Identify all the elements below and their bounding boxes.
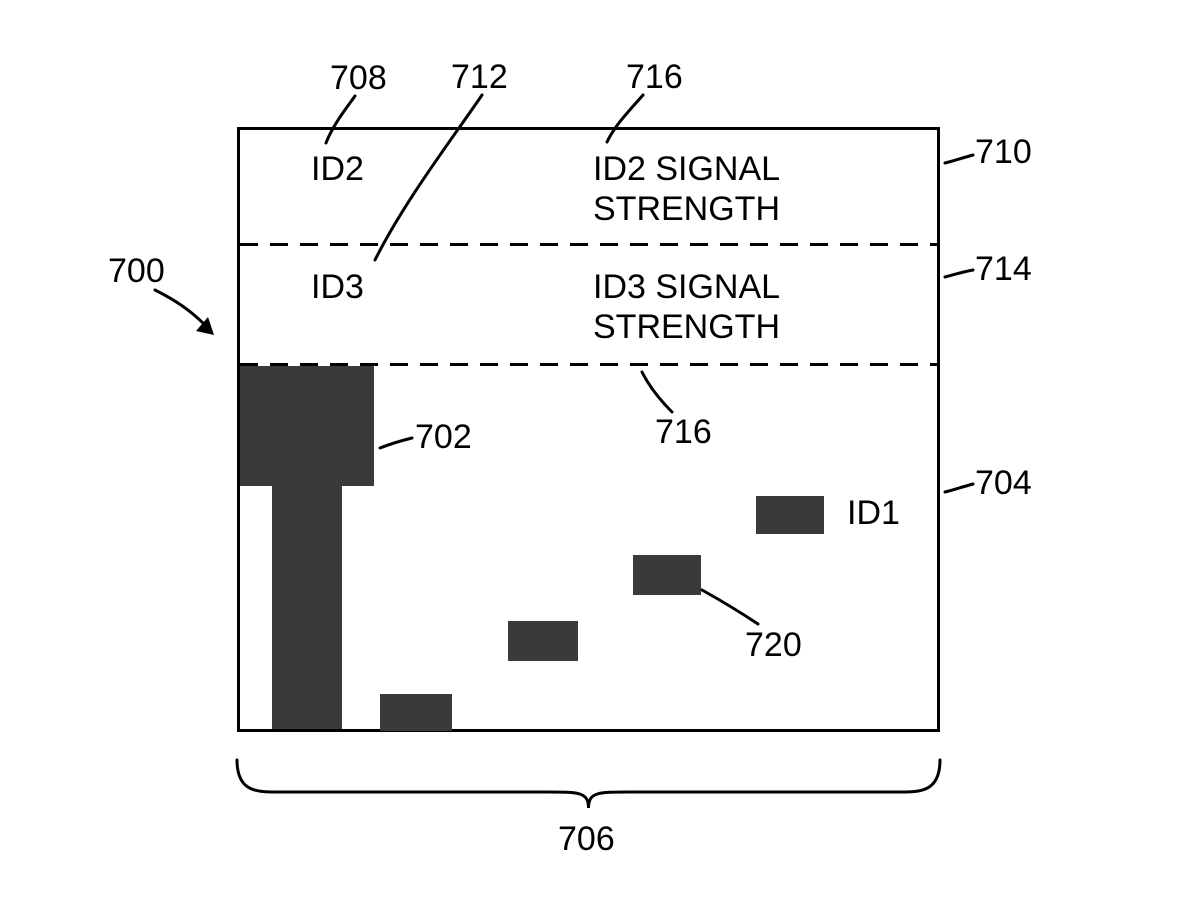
callout-714: 714 [975, 250, 1032, 289]
callout-716b: 716 [655, 413, 712, 452]
callout-710: 710 [975, 133, 1032, 172]
step-1 [380, 694, 452, 731]
step-4 [756, 496, 824, 534]
id2-label: ID2 [311, 150, 364, 189]
callout-716a: 716 [626, 58, 683, 97]
step-2 [508, 621, 578, 661]
big-block [240, 366, 374, 486]
callout-712: 712 [451, 58, 508, 97]
callout-700: 700 [108, 252, 165, 291]
callout-706: 706 [558, 820, 615, 859]
callout-720: 720 [745, 626, 802, 665]
step-3 [633, 555, 701, 595]
callout-704: 704 [975, 464, 1032, 503]
callout-702: 702 [415, 418, 472, 457]
id1-label: ID1 [847, 494, 900, 533]
dashed-line-1 [240, 243, 937, 246]
id2-signal-label: ID2 SIGNAL STRENGTH [593, 149, 780, 229]
diagram-canvas: ID2 ID2 SIGNAL STRENGTH ID3 ID3 SIGNAL S… [0, 0, 1185, 903]
stem-bar [272, 486, 342, 729]
id3-label: ID3 [311, 268, 364, 307]
callout-708: 708 [330, 59, 387, 98]
id3-signal-label: ID3 SIGNAL STRENGTH [593, 267, 780, 347]
